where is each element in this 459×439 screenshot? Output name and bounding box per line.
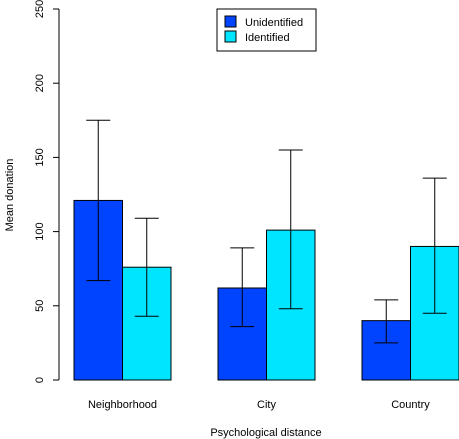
x-axis-labels: Neighborhood City Country (88, 399, 430, 411)
y-tick-label: 200 (34, 74, 46, 92)
y-axis: 0 50 100 150 200 250 (34, 0, 60, 383)
legend-label-identified: Identified (245, 32, 290, 44)
x-tick-label-city: City (257, 399, 276, 411)
legend: Unidentified Identified (216, 8, 317, 52)
legend-label-unidentified: Unidentified (245, 17, 303, 29)
y-axis-title: Mean donation (4, 159, 16, 232)
y-tick-label: 150 (34, 148, 46, 166)
y-tick-label: 250 (34, 0, 46, 18)
y-tick-label: 100 (34, 222, 46, 240)
y-tick-label: 0 (34, 377, 46, 383)
legend-swatch-unidentified (224, 15, 237, 28)
legend-swatch-identified (224, 30, 237, 43)
x-axis-title: Psychological distance (210, 427, 321, 439)
x-tick-label-country: Country (391, 399, 430, 411)
x-tick-label-neighborhood: Neighborhood (88, 399, 157, 411)
error-bars (86, 119, 447, 344)
y-tick-label: 50 (34, 300, 46, 312)
bars (73, 199, 459, 381)
legend-box (216, 8, 317, 52)
